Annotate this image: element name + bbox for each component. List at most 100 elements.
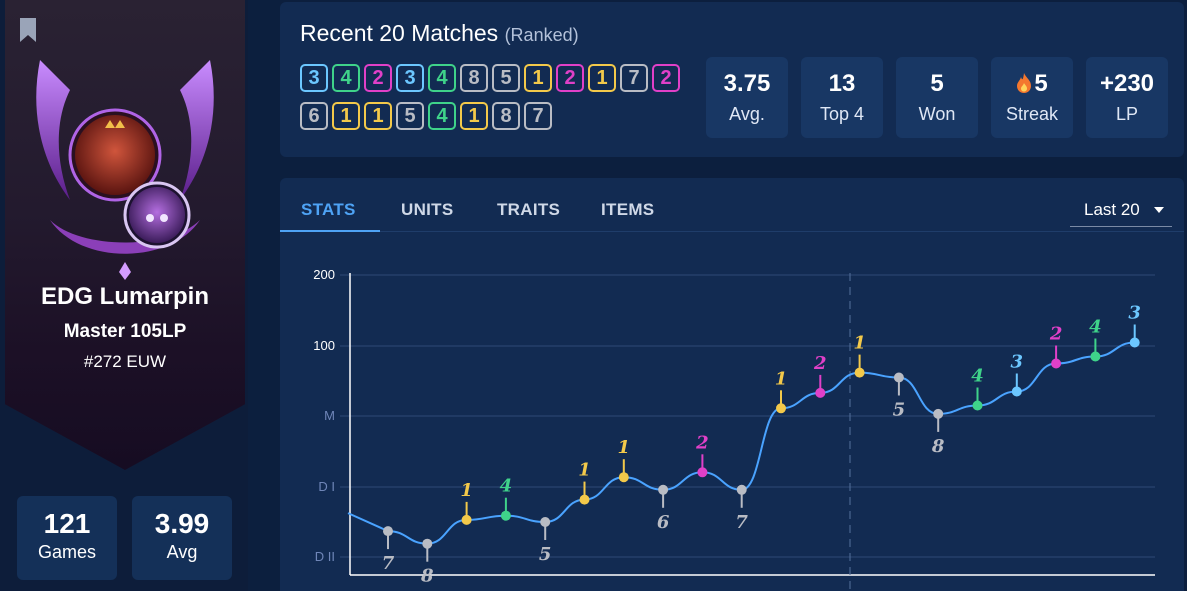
placement-badge[interactable]: 7 xyxy=(524,102,552,130)
placement-badge[interactable]: 7 xyxy=(620,64,648,92)
placement-badge[interactable]: 4 xyxy=(332,64,360,92)
stat-top4-label: Top 4 xyxy=(819,104,865,124)
data-point xyxy=(776,403,786,414)
recent-subtitle: (Ranked) xyxy=(504,25,579,45)
placement-badge[interactable]: 8 xyxy=(492,102,520,130)
placement-label: 7 xyxy=(382,553,395,574)
data-point xyxy=(540,517,551,527)
placement-badge[interactable]: 2 xyxy=(364,64,392,92)
placement-badge[interactable]: 1 xyxy=(460,102,488,130)
stats-card: STATS UNITS TRAITS ITEMS Last 20 200 100 M… xyxy=(280,178,1184,591)
stat-lp-value: +230 xyxy=(1099,70,1155,97)
placement-label: 1 xyxy=(775,368,788,389)
data-point xyxy=(736,484,747,495)
stat-top4-value: 13 xyxy=(828,70,856,97)
placement-badge[interactable]: 4 xyxy=(428,64,456,92)
data-point xyxy=(383,526,393,537)
placement-label: 2 xyxy=(813,353,827,374)
data-point xyxy=(658,484,669,495)
placement-badge[interactable]: 1 xyxy=(524,64,552,92)
master-crest-icon xyxy=(36,60,214,280)
chevron-down-icon xyxy=(1154,207,1164,213)
stat-streak-label: Streak xyxy=(1005,104,1059,124)
placement-badge[interactable]: 1 xyxy=(332,102,360,130)
tab-divider xyxy=(280,231,1184,232)
stat-streak-value: 5 xyxy=(1034,70,1048,97)
avg-label: Avg xyxy=(166,542,198,562)
data-point xyxy=(618,472,629,483)
placement-badge[interactable]: 5 xyxy=(396,102,424,130)
summoner-name: EDG Lumarpin xyxy=(40,283,209,310)
data-point xyxy=(1051,358,1062,369)
placement-label: 6 xyxy=(657,512,670,533)
data-point xyxy=(461,514,472,525)
data-point xyxy=(972,400,983,411)
y-tick-label: 200 xyxy=(313,267,335,282)
stat-avg-label: Avg. xyxy=(729,104,765,124)
profile-panel: EDG Lumarpin Master 105LP #272 EUW 121 G… xyxy=(0,0,248,591)
placement-badge[interactable]: 1 xyxy=(588,64,616,92)
bookmark-icon[interactable] xyxy=(18,18,38,42)
y-tick-label: D II xyxy=(315,549,335,564)
data-point xyxy=(893,372,904,383)
tab-traits[interactable]: TRAITS xyxy=(497,200,561,219)
data-point xyxy=(815,387,826,398)
placement-badge[interactable]: 8 xyxy=(460,64,488,92)
data-point xyxy=(579,494,590,505)
placement-grid: 3 4 2 3 4 8 5 1 2 1 7 26 1 1 5 4 1 8 7 xyxy=(300,64,690,140)
stat-won: 5 Won xyxy=(896,57,978,138)
placement-label: 1 xyxy=(578,460,591,481)
stat-avg-value: 3.75 xyxy=(723,70,771,97)
placement-label: 8 xyxy=(420,566,434,587)
placement-label: 4 xyxy=(500,476,513,497)
stat-streak: 5 Streak xyxy=(991,57,1073,138)
data-point xyxy=(854,367,865,378)
placement-label: 2 xyxy=(1049,324,1063,345)
placement-badge[interactable]: 1 xyxy=(364,102,392,130)
placement-badge[interactable]: 3 xyxy=(396,64,424,92)
tab-stats[interactable]: STATS xyxy=(301,200,356,219)
placement-badge[interactable]: 4 xyxy=(428,102,456,130)
placement-label: 3 xyxy=(1011,352,1024,373)
recent-title: Recent 20 Matches (Ranked) xyxy=(300,20,579,47)
data-point xyxy=(1129,337,1140,348)
placement-badge[interactable]: 2 xyxy=(652,64,680,92)
placement-label: 4 xyxy=(1089,317,1102,338)
data-point xyxy=(1011,386,1022,397)
recent-title-text: Recent 20 Matches xyxy=(300,20,499,46)
data-point xyxy=(697,467,708,478)
ladder-rank: #272 EUW xyxy=(83,352,167,371)
placement-label: 2 xyxy=(695,432,709,453)
y-tick-label: M xyxy=(324,408,335,423)
y-tick-label: D I xyxy=(318,479,335,494)
range-select[interactable]: Last 20 xyxy=(1070,200,1172,227)
stat-lp: +230 LP xyxy=(1086,57,1168,138)
tab-items[interactable]: ITEMS xyxy=(601,200,655,219)
placement-badge[interactable]: 2 xyxy=(556,64,584,92)
range-select-value: Last 20 xyxy=(1084,200,1140,219)
data-point xyxy=(500,510,511,521)
data-point xyxy=(933,408,944,419)
stat-top4: 13 Top 4 xyxy=(801,57,883,138)
fire-icon xyxy=(1017,73,1032,93)
data-point xyxy=(422,538,433,549)
avg-card: 3.99 Avg xyxy=(132,496,232,580)
recent-matches-card: Recent 20 Matches (Ranked) 3 4 2 3 4 8 5 1 2 1 7 26… xyxy=(280,2,1184,157)
tab-units[interactable]: UNITS xyxy=(401,200,454,219)
stat-won-label: Won xyxy=(918,104,956,124)
placement-label: 5 xyxy=(539,544,552,565)
placement-label: 7 xyxy=(735,512,748,533)
stat-won-value: 5 xyxy=(930,70,944,97)
y-tick-label: 100 xyxy=(313,338,335,353)
data-point xyxy=(1090,351,1101,362)
placement-badge[interactable]: 5 xyxy=(492,64,520,92)
placement-label: 8 xyxy=(931,436,945,457)
placement-label: 5 xyxy=(893,400,906,421)
placement-label: 1 xyxy=(853,333,866,354)
placement-label: 3 xyxy=(1128,303,1141,324)
placement-badge[interactable]: 3 xyxy=(300,64,328,92)
stat-lp-label: LP xyxy=(1115,104,1139,124)
placement-badge[interactable]: 6 xyxy=(300,102,328,130)
rank-text: Master 105LP xyxy=(63,321,187,342)
